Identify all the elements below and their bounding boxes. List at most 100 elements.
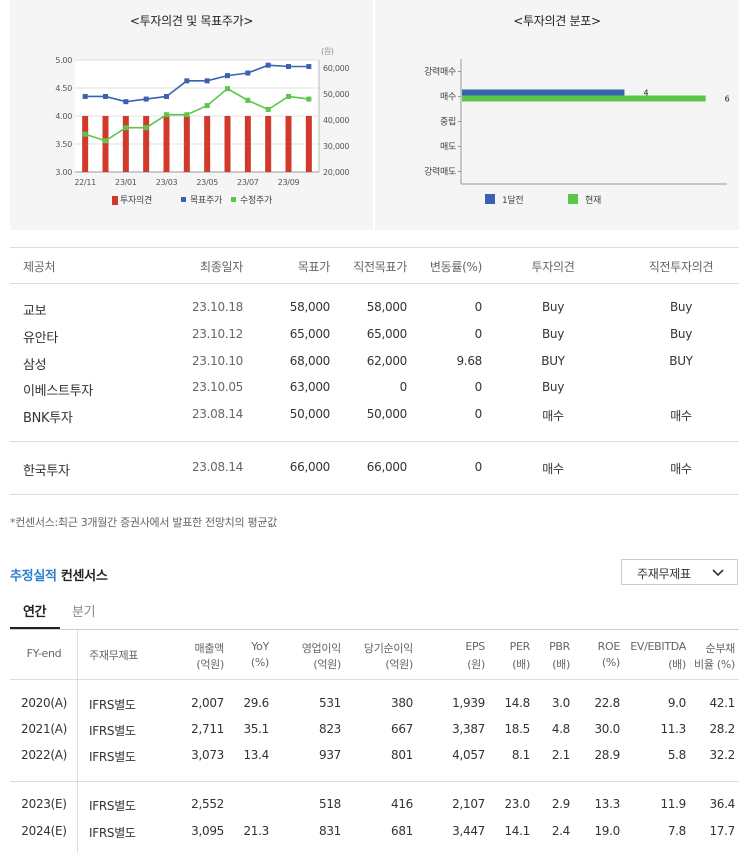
fin-table-column-divider (77, 630, 78, 853)
month-ago-bar (462, 89, 625, 96)
left-axis-tick-label: 5.00 (55, 56, 72, 65)
table-cell: 2,711 (191, 722, 224, 736)
table-cell: 14.1 (504, 824, 530, 838)
opinion-bar (82, 116, 89, 172)
fin-column-header: 비율 (%) (694, 658, 735, 671)
table-cell: 4.8 (551, 722, 570, 736)
table-cell: IFRS별도 (89, 799, 136, 813)
table-cell: IFRS별도 (89, 750, 136, 764)
table-cell: 0 (399, 380, 408, 394)
fin-column-header: FY-end (26, 647, 62, 660)
current-bar (462, 95, 706, 102)
table-cell: 681 (390, 824, 413, 838)
fin-column-header: 매출액 (194, 642, 225, 655)
right-axis-tick-label: 40,000 (323, 116, 349, 125)
table-cell: BUY (669, 354, 693, 368)
adjusted-price-point (184, 112, 190, 118)
table-cell: 823 (318, 722, 341, 736)
table-cell: 518 (318, 797, 341, 811)
fin-column-header: (%) (601, 656, 620, 669)
table-cell: 380 (390, 696, 413, 710)
fin-column-header: PER (509, 640, 531, 653)
panel-divider (373, 0, 375, 230)
opinion-bar (183, 116, 190, 172)
fin-column-header: 주재무제표 (89, 649, 139, 662)
legend-label: 수정주가 (240, 195, 272, 206)
left-axis-tick-label: 3.50 (55, 140, 72, 149)
table-cell: 매수 (542, 462, 564, 476)
table-cell: IFRS별도 (89, 826, 136, 840)
right-axis-tick-label: 50,000 (323, 90, 349, 99)
table-cell: 35.1 (243, 722, 269, 736)
fin-column-header: EPS (465, 640, 485, 653)
column-header: 변동률(%) (429, 260, 482, 274)
table-cell: 17.7 (709, 824, 735, 838)
consensus-note: *컨센서스:최근 3개월간 증권사에서 발표한 전망치의 평균값 (10, 516, 277, 529)
right-axis-tick-label: 30,000 (323, 142, 349, 151)
provider-name: 삼성 (23, 358, 47, 373)
table-cell: 58,000 (289, 300, 331, 314)
adjusted-price-point (143, 125, 149, 131)
adjusted-price-point (164, 112, 169, 118)
adjusted-price-point (103, 138, 108, 144)
column-header: 직전목표가 (353, 260, 407, 274)
table-cell: 2,552 (191, 797, 224, 811)
statement-type-dropdown[interactable]: 주재무제표 (621, 559, 738, 585)
target-price-line (85, 64, 309, 103)
right-axis-tick-label: 20,000 (323, 168, 349, 177)
table-cell: 28.2 (709, 722, 735, 736)
table-cell: IFRS별도 (89, 698, 136, 712)
left-axis-tick-label: 3.00 (55, 168, 72, 177)
tab-quarterly[interactable]: 분기 (72, 605, 96, 620)
table-cell: 13.3 (594, 797, 620, 811)
opinion-bar (265, 116, 272, 172)
fin-column-header: 당기순이익 (363, 642, 413, 655)
fin-column-header: YoY (251, 640, 269, 653)
table-cell: 937 (318, 748, 341, 762)
fin-column-header: ROE (597, 640, 621, 653)
target-price-point (286, 64, 291, 70)
target-price-point (245, 70, 251, 76)
opinion-bar (122, 116, 129, 172)
provider-name: 유안타 (23, 331, 58, 346)
opinion-bar (204, 116, 211, 172)
table-cell: 5.8 (667, 748, 686, 762)
table-cell: 3.0 (551, 696, 570, 710)
table-cell: 28.9 (594, 748, 620, 762)
table-cell: 801 (390, 748, 413, 762)
table-cell: 1,939 (452, 696, 485, 710)
tab-annual[interactable]: 연간 (23, 605, 47, 620)
fiscal-year: 2024(E) (21, 824, 67, 838)
table-cell: Buy (669, 327, 693, 341)
target-price-point (306, 64, 312, 70)
table-cell: 23.0 (504, 797, 530, 811)
opinion-bar (224, 116, 231, 172)
chevron-down-icon (711, 563, 725, 584)
consensus-title-highlight: 추정실적 (10, 569, 57, 584)
x-axis-tick-label: 22/11 (74, 178, 96, 187)
adjusted-price-point (265, 106, 271, 112)
adjusted-price-point (306, 96, 312, 102)
target-price-point (103, 93, 108, 99)
legend-marker-target (181, 197, 186, 202)
opinion-bar (305, 116, 312, 172)
invest-opinion-chart-title: <투자의견 및 목표주가> (129, 14, 254, 28)
bar-data-label: 4 (643, 89, 648, 98)
table-bottom-border (10, 494, 739, 495)
target-price-point (265, 62, 271, 68)
table-cell: 63,000 (289, 380, 331, 394)
fin-table-group-divider (10, 781, 739, 782)
invest-opinion-chart: 5.00 4.50 4.00 3.50 3.00 60,000 50,000 40,000 30… (55, 47, 349, 206)
fiscal-year: 2020(A) (20, 696, 67, 710)
target-price-point (204, 78, 210, 84)
right-axis-unit: (원) (321, 47, 334, 56)
table-cell: 9.0 (667, 696, 686, 710)
fin-table-header-border (10, 679, 739, 680)
provider-name: BNK투자 (23, 411, 73, 426)
table-cell: Buy (541, 327, 565, 341)
table-cell: 2.4 (551, 824, 570, 838)
fin-column-header: PBR (549, 640, 570, 653)
bar-data-label: 6 (725, 95, 730, 104)
table-cell: 29.6 (243, 696, 269, 710)
